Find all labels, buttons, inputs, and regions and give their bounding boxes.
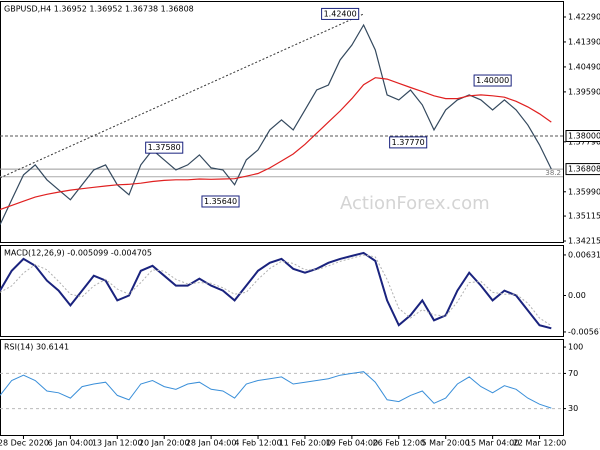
price-panel bbox=[0, 1, 564, 243]
annotation-box bbox=[201, 195, 240, 208]
series-line bbox=[0, 77, 552, 211]
panel-title: GBPUSD,H4 1.36952 1.36952 1.36738 1.3680… bbox=[4, 5, 194, 14]
fib-label: 38.2 bbox=[545, 169, 561, 177]
annotation-box bbox=[145, 141, 184, 154]
level-box-label: 1.38000 bbox=[568, 132, 600, 141]
x-tick-label: 22 Mar 12:00 bbox=[513, 439, 566, 448]
rsi-panel bbox=[0, 339, 564, 436]
x-tick-label: 26 Feb 12:00 bbox=[373, 439, 425, 448]
macd-panel bbox=[0, 245, 564, 337]
x-tick-label: 20 Jan 20:00 bbox=[139, 439, 190, 448]
series-line bbox=[0, 23, 552, 226]
annotation-box-label: 1.37580 bbox=[148, 143, 181, 152]
y-tick-label: 100 bbox=[568, 343, 583, 352]
y-tick-label: -0.005671 bbox=[568, 327, 600, 336]
level-box bbox=[565, 130, 600, 143]
level-box bbox=[565, 163, 600, 176]
annotation-box-label: 1.42400 bbox=[324, 9, 357, 18]
annotation-box bbox=[321, 7, 360, 20]
watermark: ActionForex.com bbox=[340, 193, 490, 214]
y-tick-label: 1.41390 bbox=[568, 37, 600, 46]
x-tick-label: 4 Feb 12:00 bbox=[234, 439, 281, 448]
x-tick-label: 15 Mar 04:00 bbox=[466, 439, 519, 448]
y-tick-label: 70 bbox=[568, 369, 578, 378]
y-tick-label: 1.39590 bbox=[568, 87, 600, 96]
panel-title: RSI(14) 30.6141 bbox=[4, 343, 69, 352]
y-tick-label: 30 bbox=[568, 404, 578, 413]
annotation-box-label: 1.35640 bbox=[204, 197, 237, 206]
y-tick-label: 0.00631 bbox=[568, 250, 600, 259]
x-tick-label: 19 Feb 04:00 bbox=[326, 439, 378, 448]
annotation-box-label: 1.40000 bbox=[476, 76, 509, 85]
x-tick-label: 28 Jan 04:00 bbox=[186, 439, 237, 448]
y-tick-label: 1.35115 bbox=[568, 212, 600, 221]
annotation-box bbox=[473, 74, 512, 87]
y-tick-label: 0.00 bbox=[568, 291, 586, 300]
annotation-box bbox=[389, 136, 428, 149]
level-box-label: 1.36808 bbox=[568, 165, 600, 174]
x-tick-label: 28 Dec 2020 bbox=[0, 439, 49, 448]
x-tick-label: 11 Feb 20:00 bbox=[279, 439, 331, 448]
y-tick-label: 1.34215 bbox=[568, 237, 600, 246]
series-line bbox=[0, 371, 552, 409]
panel-title: MACD(12,26,9) -0.005099 -0.004705 bbox=[4, 249, 152, 258]
y-tick-label: 1.40490 bbox=[568, 62, 600, 71]
trend-line bbox=[0, 13, 364, 179]
annotation-box-label: 1.37770 bbox=[392, 138, 425, 147]
series-line bbox=[0, 251, 552, 330]
series-line bbox=[0, 254, 552, 327]
y-tick-label: 1.35990 bbox=[568, 187, 600, 196]
x-tick-label: 5 Mar 20:00 bbox=[422, 439, 470, 448]
x-tick-label: 13 Jan 12:00 bbox=[92, 439, 143, 448]
y-tick-label: 1.42290 bbox=[568, 12, 600, 21]
x-tick-label: 6 Jan 04:00 bbox=[48, 439, 94, 448]
